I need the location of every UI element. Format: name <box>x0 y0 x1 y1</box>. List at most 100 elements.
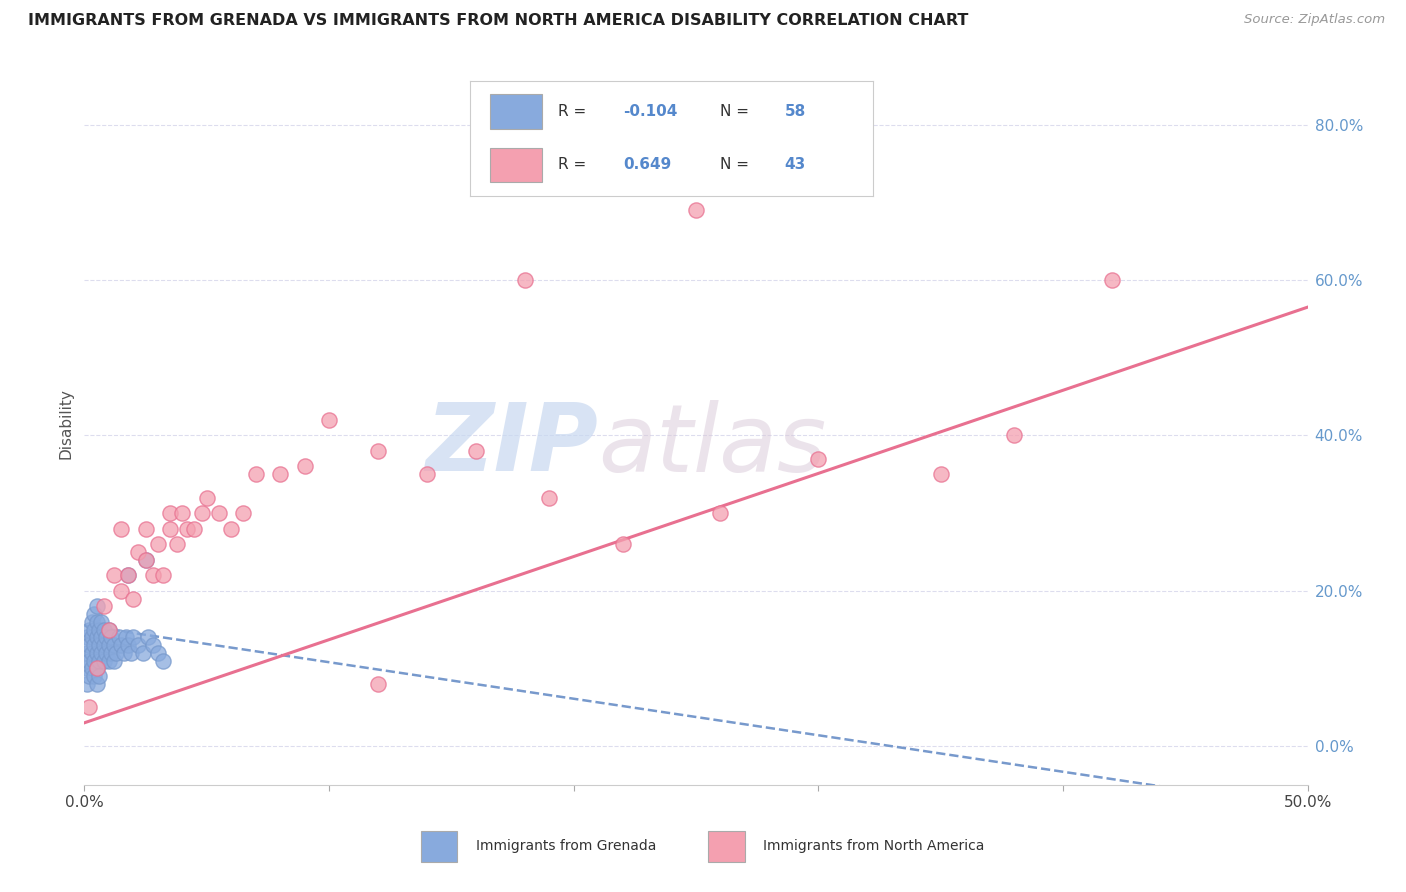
Point <box>97 623 120 637</box>
Point <box>122 591 145 606</box>
Point <box>135 552 157 566</box>
Point <box>464 443 486 458</box>
Point <box>103 568 125 582</box>
Point <box>76 646 98 660</box>
Point <box>318 413 340 427</box>
Point <box>115 631 138 645</box>
Point <box>120 646 142 660</box>
Point <box>90 646 112 660</box>
Point <box>90 631 112 645</box>
Point <box>77 700 100 714</box>
Point <box>77 638 100 652</box>
Point <box>135 522 157 536</box>
Point <box>122 631 145 645</box>
Point <box>159 522 181 536</box>
Point <box>90 615 112 629</box>
Point <box>110 638 132 652</box>
Point <box>367 677 389 691</box>
Point <box>208 506 231 520</box>
Point <box>86 615 108 629</box>
Point <box>929 467 952 482</box>
Point <box>80 631 103 645</box>
Point <box>294 459 316 474</box>
Point <box>117 568 139 582</box>
Text: ZIP: ZIP <box>425 400 598 491</box>
Point <box>136 631 159 645</box>
Point <box>146 537 169 551</box>
Point <box>176 522 198 536</box>
Point <box>1101 273 1123 287</box>
Point <box>183 522 205 536</box>
Point <box>219 522 242 536</box>
Point <box>87 654 110 668</box>
Point <box>709 506 731 520</box>
Text: IMMIGRANTS FROM GRENADA VS IMMIGRANTS FROM NORTH AMERICA DISABILITY CORRELATION : IMMIGRANTS FROM GRENADA VS IMMIGRANTS FR… <box>28 13 969 29</box>
Point <box>367 443 389 458</box>
Point <box>245 467 267 482</box>
Point <box>86 661 108 675</box>
Point <box>112 646 135 660</box>
Point <box>195 491 218 505</box>
Point <box>83 607 105 621</box>
Point <box>83 669 105 683</box>
Point <box>93 599 115 614</box>
Point <box>513 273 536 287</box>
Point <box>77 669 100 683</box>
Point <box>127 545 149 559</box>
Text: atlas: atlas <box>598 400 827 491</box>
Point <box>86 661 108 675</box>
Point <box>142 568 165 582</box>
Point <box>87 623 110 637</box>
Point <box>83 623 105 637</box>
Point <box>97 638 120 652</box>
Point <box>152 568 174 582</box>
Point <box>166 537 188 551</box>
Point <box>191 506 214 520</box>
Point <box>232 506 254 520</box>
Point <box>110 583 132 598</box>
Point <box>87 638 110 652</box>
Point <box>146 646 169 660</box>
Point <box>107 631 129 645</box>
Point <box>538 491 561 505</box>
Point <box>80 661 103 675</box>
Point <box>76 677 98 691</box>
Text: Source: ZipAtlas.com: Source: ZipAtlas.com <box>1244 13 1385 27</box>
Point <box>807 451 830 466</box>
Point <box>416 467 439 482</box>
Point <box>127 638 149 652</box>
Point <box>100 646 122 660</box>
Point <box>159 506 181 520</box>
Point <box>93 623 115 637</box>
Y-axis label: Disability: Disability <box>58 388 73 459</box>
Point <box>86 631 108 645</box>
Point <box>103 638 125 652</box>
Point <box>96 631 118 645</box>
Point <box>132 646 155 660</box>
Point <box>86 646 108 660</box>
Point <box>1002 428 1025 442</box>
Point <box>117 568 139 582</box>
Point <box>135 552 157 566</box>
Point <box>96 646 118 660</box>
Point <box>76 661 98 675</box>
Point <box>117 638 139 652</box>
Point <box>142 638 165 652</box>
Point <box>269 467 291 482</box>
Point <box>685 202 707 217</box>
Point <box>97 623 120 637</box>
Point <box>77 654 100 668</box>
Point <box>87 669 110 683</box>
Point <box>86 677 108 691</box>
Point <box>86 599 108 614</box>
Point <box>83 654 105 668</box>
Point <box>80 646 103 660</box>
Point <box>93 654 115 668</box>
Point <box>93 638 115 652</box>
Point <box>77 623 100 637</box>
Point <box>110 522 132 536</box>
Point <box>97 654 120 668</box>
Point <box>80 615 103 629</box>
Point <box>103 654 125 668</box>
Point <box>83 638 105 652</box>
